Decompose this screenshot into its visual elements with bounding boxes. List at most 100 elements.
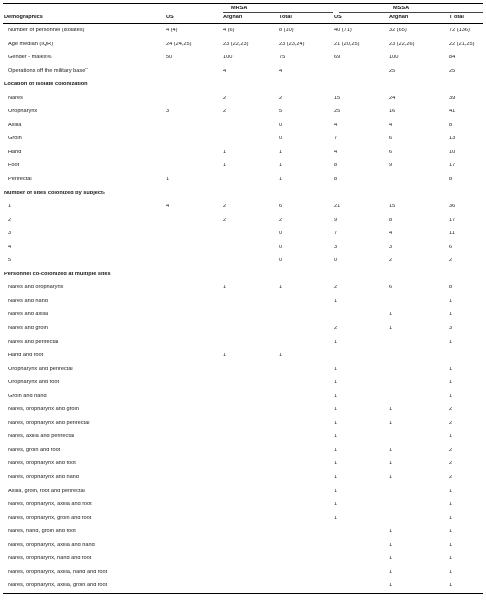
row-label-text: Nares, oropharynx and perirectal [8,420,90,426]
row-label: Nares and groin [3,326,165,332]
table-cell: 8 (10) [279,27,294,33]
table-cell: 1 [334,380,338,386]
table-cell: 3 [449,326,453,331]
table-row: 1 4 2 6 21 15 36 [3,200,483,214]
table-cell: 2 [223,217,227,223]
row-label-text: Foot [8,163,20,169]
table-cell: 4 [389,231,393,237]
table-cell: 100 [223,55,233,61]
row-label-text: 5 [8,258,12,264]
row-label-text: Nares, oropharynx, axilla, groin and foo… [8,583,108,589]
table-cell: 1 [389,407,393,413]
row-label-text: 1 [8,204,12,210]
row-label-text: Nares, oropharynx, axilla and hand [8,542,95,548]
table-row: Nares and groin 2 1 3 [3,322,483,336]
table-row: Axilla 0 4 4 8 [3,119,483,133]
table-cell: 6 [389,136,393,142]
table-cell: 1 [449,583,453,589]
table-row: Nares 2 2 15 24 39 [3,92,483,106]
row-label-text: Nares, oropharynx, groin and foot [8,515,92,521]
row-label: Nares [3,96,165,102]
row-label: Nares, oropharynx and perirectal [3,421,165,427]
table-cell: 23 (22,23) [223,41,249,47]
row-label-text: Number of personnel (isolates) [8,27,85,33]
table-cell: 25 [389,68,396,74]
table-row: Hand 1 1 4 6 10 [3,146,483,160]
table-cell: 69 [334,55,341,61]
table-cell: 10 [449,149,456,155]
table-row: Perirectal 1 1 8 8 [3,173,483,187]
table-cell: 1 [223,149,227,155]
table-row: Nares, oropharynx, groin and foot 1 1 [3,512,483,526]
row-label-text: Nares and groin [8,326,48,331]
table-cell: 6 [389,285,393,291]
table-cell: 100 [389,55,399,61]
row-label: Operations off the military basea [3,68,165,74]
table-cell: 0 [279,231,283,237]
table-cell: 84 [449,55,456,61]
table-cell: 21 (20,25) [334,41,360,47]
table-cell: 1 [449,569,453,575]
table-cell: 11 [449,231,455,237]
section-label: Personnel co-colonized at multiple sites [4,271,111,277]
table-row: Nares, axilla and perirectal 1 1 [3,430,483,444]
table-cell: 17 [449,163,456,169]
table-cell: 1 [334,502,338,508]
table-cell: 1 [223,163,227,169]
table-cell: 4 [334,149,338,155]
table-cell: 0 [279,244,283,250]
table-cell: 0 [334,258,338,264]
table-cell: 6 [279,204,283,210]
table-cell: 2 [223,204,227,210]
table-cell: 24 [389,95,396,101]
row-label: 3 [3,231,165,237]
row-label: Nares and hand [3,299,165,305]
table-row: Nares, groin and foot 1 1 2 [3,444,483,458]
table-cell: 1 [334,461,338,467]
table-cell: 9 [334,217,338,223]
table-cell: 1 [389,529,393,535]
table-cell: 2 [279,217,283,223]
table-cell: 4 [389,122,393,128]
row-label-text: Hand [8,149,22,155]
row-label-text: Nares, oropharynx, hand and foot [8,556,92,562]
table-cell: 1 [279,353,283,359]
table-cell: 8 [449,285,453,291]
table-cell: 1 [334,298,338,304]
table-cell: 2 [334,285,338,291]
row-label-text: Groin and hand [8,393,47,399]
row-label: Gender - males% [3,55,165,61]
group-label-mrsa: MRSA [231,6,248,12]
row-label: Nares, oropharynx and hand [3,475,165,481]
row-label-text: Oropharynx and perirectal [8,366,73,372]
table-cell: 1 [449,502,453,508]
row-label-text: Nares and perirectal [8,339,59,345]
table-cell: 2 [449,475,453,481]
table-cell: 8 [449,176,453,182]
table-cell: 40 (71) [334,27,352,33]
row-label: 5 [3,258,165,264]
table-cell: 1 [449,488,453,494]
table-row: Number of personnel (isolates) 4 (4) 4 (6)… [3,24,483,38]
row-label: Nares, groin and foot [3,448,165,454]
table-cell: 2 [449,420,453,426]
table-cell: 8 [334,176,338,182]
table-cell: 1 [449,366,453,372]
row-label: Nares and perirectal [3,340,165,346]
row-label-text: Perirectal [8,176,32,182]
row-label: Nares, oropharynx and groin [3,407,165,413]
row-label: Nares, oropharynx, axilla and hand [3,543,165,549]
table-cell: 1 [389,475,393,481]
table-cell: 4 [279,68,283,74]
row-label-text: Gender - males% [8,55,52,61]
group-label-mssa: MSSA [393,6,410,12]
row-label-text: Nares, oropharynx, axilla, hand and foot [8,569,108,575]
table-cell: 4 [334,122,338,128]
row-label-text: Nares, hand, groin and foot [8,529,76,535]
table-cell: 1 [449,542,453,548]
row-label-text: Nares and hand [8,298,48,304]
table-cell: 2 [389,258,393,264]
row-label-text: Oropharynx [8,109,38,115]
row-label-text: Groin [8,136,22,142]
